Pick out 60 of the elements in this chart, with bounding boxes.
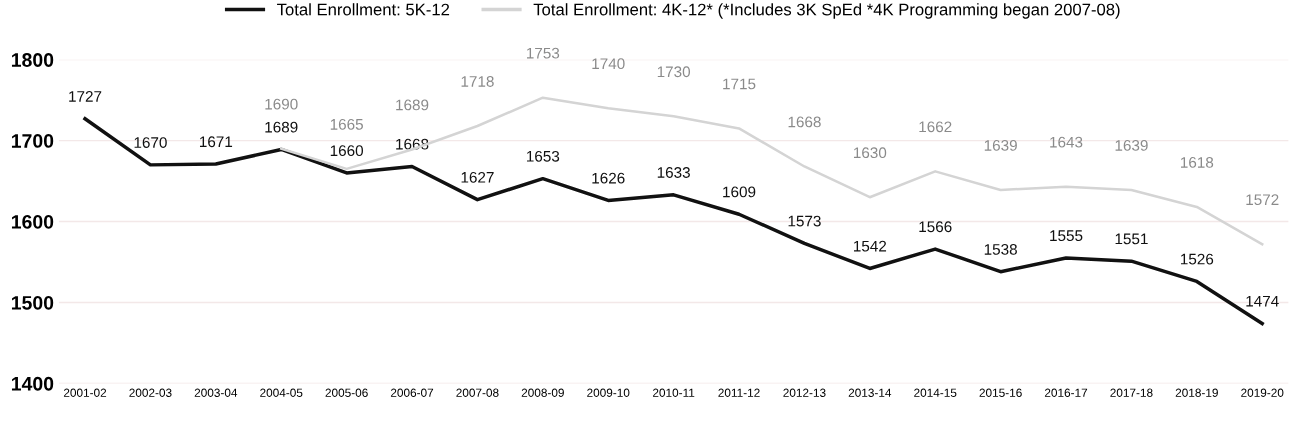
- data-label: 1730: [657, 66, 691, 78]
- data-label: 1526: [1180, 253, 1214, 265]
- x-tick-label: 2012-13: [783, 388, 826, 397]
- data-label: 1671: [199, 136, 233, 148]
- data-label: 1753: [526, 47, 560, 59]
- x-tick-label: 2001-02: [63, 388, 107, 397]
- x-tick-label: 2007-08: [456, 388, 499, 397]
- data-label: 1660: [330, 145, 364, 157]
- x-tick-label: 2009-10: [587, 388, 630, 397]
- data-label: 1689: [396, 99, 429, 111]
- x-tick-label: 2013-14: [848, 388, 892, 397]
- data-label: 1630: [853, 147, 887, 159]
- data-label: 1474: [1246, 295, 1279, 307]
- x-tick-label: 2005-06: [325, 388, 368, 397]
- x-tick-label: 2018-19: [1175, 388, 1218, 397]
- data-label: 1551: [1115, 233, 1148, 245]
- data-label: 1653: [526, 150, 560, 162]
- data-label: 1618: [1180, 157, 1214, 168]
- data-label: 1566: [919, 221, 952, 233]
- data-label: 1670: [134, 137, 167, 148]
- x-tick-label: 2014-15: [914, 388, 957, 397]
- legend-label: Total Enrollment: 5K-12: [277, 3, 450, 16]
- x-tick-label: 2019-20: [1241, 388, 1284, 397]
- x-tick-label: 2010-11: [652, 388, 695, 397]
- x-tick-label: 2004-05: [260, 388, 303, 397]
- data-label: 1626: [592, 172, 625, 184]
- x-tick-label: 2003-04: [194, 388, 238, 397]
- data-label: 1668: [788, 116, 821, 128]
- data-label: 1643: [1050, 136, 1083, 148]
- y-tick-label: 1500: [11, 295, 54, 310]
- data-label: 1572: [1246, 194, 1279, 206]
- data-label: 1639: [984, 140, 1017, 151]
- y-tick-label: 1400: [11, 376, 54, 391]
- data-label: 1665: [330, 118, 363, 130]
- data-label: 1639: [1115, 140, 1148, 151]
- data-label: 1633: [657, 167, 690, 178]
- y-tick-label: 1700: [11, 134, 54, 148]
- data-label: 1662: [919, 121, 952, 133]
- data-label: 1740: [592, 58, 625, 70]
- x-tick-label: 2015-16: [979, 388, 1022, 397]
- data-label: 1538: [984, 243, 1017, 255]
- x-tick-label: 2011-12: [718, 388, 760, 397]
- data-label: 1690: [265, 98, 298, 110]
- data-label: 1689: [265, 121, 298, 133]
- y-tick-label: 1800: [11, 53, 54, 67]
- x-tick-label: 2002-03: [129, 388, 172, 397]
- data-label: 1573: [788, 215, 821, 227]
- data-label: 1627: [461, 171, 494, 183]
- data-label: 1727: [69, 91, 102, 102]
- data-label: 1542: [853, 240, 887, 252]
- data-label: 1718: [461, 76, 494, 87]
- legend-label: Total Enrollment: 4K-12* (*Includes 3K SpEd *4K Programming began 2007-08): [533, 3, 1120, 19]
- x-tick-label: 2006-07: [390, 388, 434, 397]
- x-tick-label: 2016-17: [1044, 388, 1088, 397]
- data-label: 1715: [723, 78, 756, 90]
- y-tick-label: 1600: [11, 214, 54, 229]
- x-tick-label: 2017-18: [1110, 388, 1153, 397]
- x-tick-label: 2008-09: [521, 388, 564, 397]
- data-label: 1555: [1050, 230, 1083, 242]
- data-label: 1609: [723, 186, 756, 198]
